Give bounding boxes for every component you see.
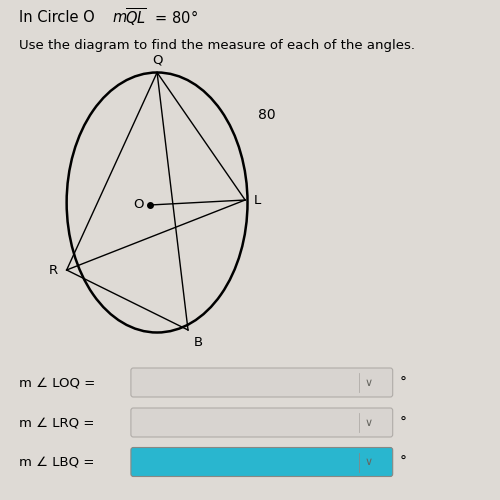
Text: $\overline{QL}$: $\overline{QL}$ [124,6,146,29]
FancyBboxPatch shape [131,448,392,476]
FancyBboxPatch shape [131,408,392,437]
Text: 80: 80 [258,108,276,122]
Text: = 80$\degree$: = 80$\degree$ [150,9,198,26]
FancyBboxPatch shape [131,368,392,397]
Text: R: R [49,264,58,276]
Text: m ∠ LBQ =: m ∠ LBQ = [19,456,94,468]
Text: B: B [194,336,203,349]
Text: $m$: $m$ [112,10,127,25]
Text: m ∠ LOQ =: m ∠ LOQ = [19,376,96,389]
Text: m ∠ LRQ =: m ∠ LRQ = [19,416,94,429]
Text: ∨: ∨ [365,378,373,388]
Text: Use the diagram to find the measure of each of the angles.: Use the diagram to find the measure of e… [19,38,415,52]
Text: O: O [134,198,144,211]
Text: In Circle O: In Circle O [19,10,104,25]
Text: °: ° [400,455,407,469]
Text: ∨: ∨ [365,457,373,467]
Text: °: ° [400,416,407,430]
Text: L: L [254,194,261,206]
Text: °: ° [400,376,407,390]
Text: Q: Q [152,54,162,66]
Text: ∨: ∨ [365,418,373,428]
